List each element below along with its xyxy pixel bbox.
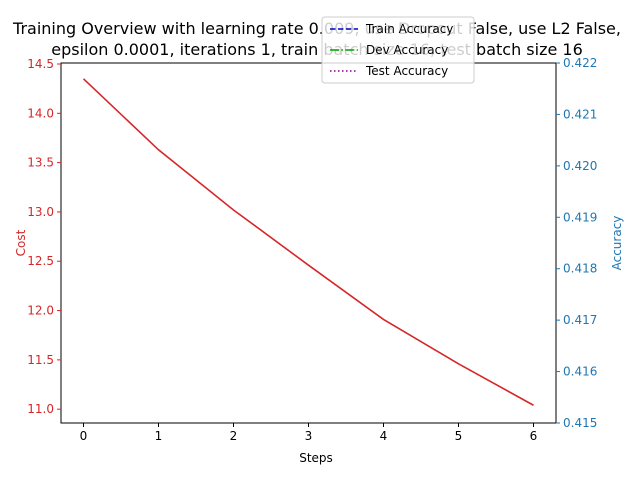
right-y-tick-label: 0.420 [563,159,597,173]
right-y-axis-label: Accuracy [610,216,624,271]
left-y-tick-label: 12.0 [27,304,54,318]
right-y-tick-label: 0.421 [563,107,597,121]
x-tick-label: 2 [230,429,238,443]
left-y-tick-label: 13.0 [27,205,54,219]
plot-frame [60,62,557,424]
chart-title-line-2: epsilon 0.0001, iterations 1, train batc… [51,40,583,59]
left-y-tick-label: 14.5 [27,57,54,71]
legend-label: Test Accuracy [365,64,448,78]
cost-series-line [82,78,534,406]
right-y-tick-label: 0.417 [563,313,597,327]
left-y-tick-label: 13.5 [27,156,54,170]
left-y-tick-label: 11.0 [27,402,54,416]
x-tick-label: 0 [80,429,88,443]
right-y-tick-label: 0.418 [563,262,597,276]
x-tick-label: 5 [455,429,463,443]
right-y-tick-label: 0.419 [563,210,597,224]
x-axis-label: Steps [299,451,333,465]
x-tick-label: 4 [380,429,388,443]
x-tick-label: 3 [305,429,313,443]
right-y-tick-label: 0.416 [563,365,597,379]
left-y-tick-label: 11.5 [27,353,54,367]
left-y-tick-label: 12.5 [27,254,54,268]
x-tick-label: 1 [155,429,163,443]
right-y-tick-label: 0.422 [563,56,597,70]
legend-label: Dev Accuracy [366,43,448,57]
legend-box [321,16,475,84]
legend: Train Accuracy Dev Accuracy Test Accuracy [321,16,475,84]
right-y-tick-label: 0.415 [563,416,597,430]
x-tick-label: 6 [530,429,538,443]
left-y-tick-label: 14.0 [27,106,54,120]
chart-title-line-1: Training Overview with learning rate 0.0… [12,19,621,38]
legend-label: Train Accuracy [365,22,453,36]
left-y-axis-label: Cost [14,229,28,256]
